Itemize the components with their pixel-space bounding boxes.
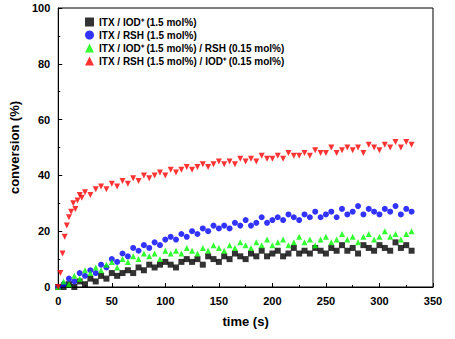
svg-text:20: 20 bbox=[38, 225, 50, 237]
svg-text:0: 0 bbox=[55, 295, 61, 307]
svg-text:60: 60 bbox=[38, 114, 50, 126]
svg-text:0: 0 bbox=[44, 281, 50, 293]
svg-text:time (s): time (s) bbox=[223, 314, 269, 329]
svg-text:150: 150 bbox=[210, 295, 228, 307]
svg-text:80: 80 bbox=[38, 58, 50, 70]
svg-text:50: 50 bbox=[106, 295, 118, 307]
svg-text:ITX / RSH (1.5 mol%): ITX / RSH (1.5 mol%) bbox=[99, 30, 197, 41]
svg-text:40: 40 bbox=[38, 169, 50, 181]
svg-text:ITX / IOD⁺ (1.5 mol%): ITX / IOD⁺ (1.5 mol%) bbox=[99, 17, 196, 28]
svg-text:ITX / IOD⁺ (1.5 mol%) / RSH (0: ITX / IOD⁺ (1.5 mol%) / RSH (0.15 mol%) bbox=[99, 43, 284, 54]
svg-text:100: 100 bbox=[156, 295, 174, 307]
svg-text:conversion (%): conversion (%) bbox=[7, 101, 22, 194]
svg-text:ITX / RSH (1.5 mol%) / IOD⁺ (0: ITX / RSH (1.5 mol%) / IOD⁺ (0.15 mol%) bbox=[99, 56, 284, 67]
svg-text:300: 300 bbox=[370, 295, 388, 307]
svg-text:250: 250 bbox=[317, 295, 335, 307]
svg-text:350: 350 bbox=[424, 295, 442, 307]
svg-text:100: 100 bbox=[32, 2, 50, 14]
svg-text:200: 200 bbox=[263, 295, 281, 307]
